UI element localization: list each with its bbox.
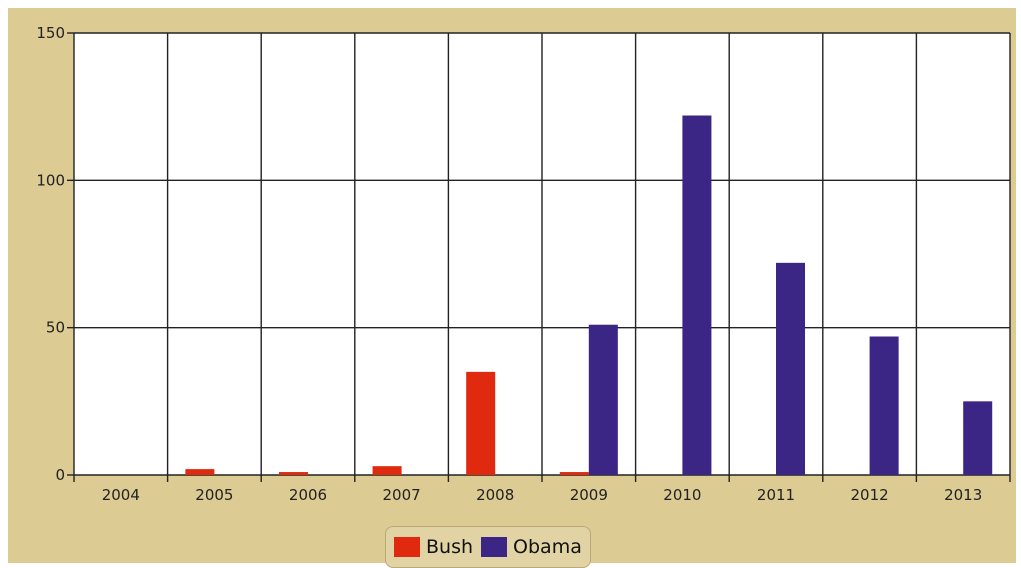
axes: 0 50 100 150 2004 2005 2006 2007 2008 2009 2010 201… bbox=[36, 24, 1011, 504]
chart-frame: 0 50 100 150 2004 2005 2006 2007 2008 2009 2010 201… bbox=[8, 8, 1016, 568]
bars bbox=[185, 115, 993, 476]
y-tick-label: 0 bbox=[55, 466, 65, 484]
bar-obama-2012 bbox=[869, 336, 899, 475]
bar-bush-2008 bbox=[466, 371, 496, 475]
bar-obama-2010 bbox=[682, 115, 712, 476]
y-tick-label: 50 bbox=[46, 319, 65, 337]
bar-obama-2009 bbox=[588, 324, 618, 475]
grid-lines bbox=[73, 32, 1011, 476]
legend-item-bush: Bush bbox=[394, 536, 473, 558]
x-tick-label: 2005 bbox=[195, 486, 233, 504]
x-tick-label: 2004 bbox=[102, 486, 140, 504]
x-tick-label: 2013 bbox=[944, 486, 982, 504]
bar-chart: 0 50 100 150 2004 2005 2006 2007 2008 2009 2010 201… bbox=[36, 24, 1011, 504]
bar-bush-2007 bbox=[372, 466, 402, 475]
x-tick-label: 2010 bbox=[663, 486, 701, 504]
legend-label-bush: Bush bbox=[426, 536, 474, 558]
legend-item-obama: Obama bbox=[481, 536, 582, 558]
legend-swatch-bush bbox=[394, 537, 420, 557]
x-tick-label: 2006 bbox=[289, 486, 327, 504]
legend-label-obama: Obama bbox=[513, 536, 582, 558]
x-tick-label: 2012 bbox=[851, 486, 889, 504]
x-tick-label: 2008 bbox=[476, 486, 514, 504]
y-tick-label: 100 bbox=[36, 171, 65, 189]
y-tick-label: 150 bbox=[36, 24, 65, 42]
bar-obama-2011 bbox=[776, 262, 806, 475]
x-tick-label: 2007 bbox=[383, 486, 421, 504]
x-tick-label: 2009 bbox=[570, 486, 608, 504]
bar-bush-2005 bbox=[185, 469, 215, 475]
legend: Bush Obama bbox=[385, 526, 591, 568]
x-tick-label: 2011 bbox=[757, 486, 795, 504]
bar-obama-2013 bbox=[963, 401, 993, 475]
bar-bush-2006 bbox=[278, 472, 308, 475]
legend-swatch-obama bbox=[481, 537, 508, 557]
bar-bush-2009 bbox=[559, 472, 589, 475]
